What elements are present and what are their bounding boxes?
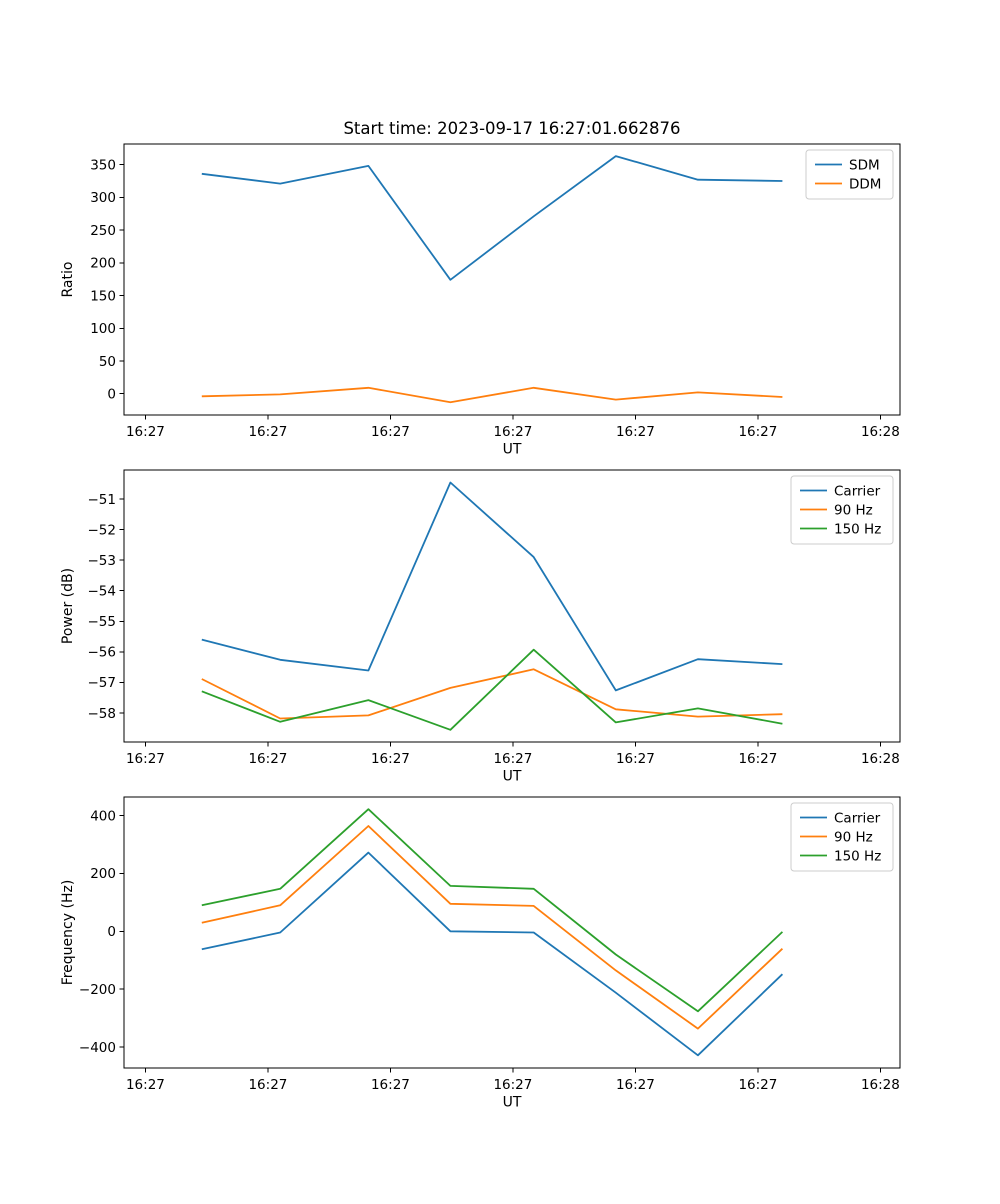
y-tick-label: −55 — [88, 614, 117, 630]
legend-label-90-hz: 90 Hz — [834, 829, 873, 845]
legend-label-150-hz: 150 Hz — [834, 848, 881, 864]
axes-box — [123, 469, 901, 743]
y-tick-label: 400 — [90, 808, 116, 824]
y-tick-label: 0 — [107, 924, 116, 940]
legend-box — [805, 149, 894, 200]
y-tick-label: −54 — [88, 584, 117, 600]
x-tick-label: 16:27 — [126, 751, 165, 767]
legend-label-90-hz: 90 Hz — [834, 502, 873, 518]
y-tick-label: −51 — [88, 492, 117, 508]
y-tick-label: −58 — [88, 706, 117, 722]
series-line-carrier — [201, 481, 783, 692]
x-tick-label: 16:27 — [248, 1077, 287, 1093]
x-tick-label: 16:27 — [493, 751, 532, 767]
legend-label-ddm: DDM — [849, 176, 881, 192]
y-tick-label: −200 — [79, 982, 116, 998]
y-tick-label: 100 — [90, 321, 116, 337]
y-tick-label: 50 — [99, 354, 116, 370]
x-axis-label: UT — [503, 1095, 522, 1111]
x-tick-label: 16:27 — [738, 424, 777, 440]
series-line-150-hz — [201, 648, 783, 731]
x-tick-label: 16:27 — [616, 424, 655, 440]
x-axis-label: UT — [503, 442, 522, 458]
x-tick-label: 16:28 — [861, 1077, 900, 1093]
series-line-150-hz — [201, 808, 784, 1013]
x-tick-label: 16:28 — [861, 424, 900, 440]
axes-box — [123, 796, 901, 1069]
series-line-90-hz — [201, 668, 783, 720]
legend: SDM DDM — [805, 149, 894, 200]
y-tick-label: −57 — [88, 675, 117, 691]
subplot-3: −400 −200 0 200 400 16:27 16:27 16:27 16:27 16:27… — [60, 796, 901, 1111]
y-tick-label: −56 — [88, 645, 117, 661]
y-tick-label: 200 — [90, 866, 116, 882]
y-tick-label: 200 — [90, 256, 116, 272]
legend-label-sdm: SDM — [849, 157, 880, 173]
y-axis-label: Ratio — [60, 262, 76, 298]
legend-label-carrier: Carrier — [834, 810, 881, 826]
y-tick-label: 150 — [90, 288, 116, 304]
series-line-90-hz — [201, 825, 784, 1030]
y-tick-label: 0 — [107, 387, 116, 403]
subplot-2: −51 −52 −53 −54 −55 −56 −57 −58 16:27 16:27 16:27 1… — [60, 469, 901, 785]
legend-box — [790, 475, 894, 545]
x-tick-label: 16:27 — [738, 751, 777, 767]
x-tick-label: 16:27 — [248, 751, 287, 767]
x-tick-label: 16:27 — [126, 424, 165, 440]
series-line-carrier — [201, 851, 784, 1057]
legend: Carrier 90 Hz 150 Hz — [790, 475, 894, 545]
x-tick-label: 16:27 — [126, 1077, 165, 1093]
axes-box — [123, 143, 901, 416]
x-tick-label: 16:27 — [493, 1077, 532, 1093]
y-tick-label: −52 — [88, 522, 117, 538]
legend-label-carrier: Carrier — [834, 483, 881, 499]
figure-title: Start time: 2023-09-17 16:27:01.662876 — [343, 119, 680, 138]
x-tick-label: 16:27 — [371, 424, 410, 440]
x-tick-label: 16:27 — [371, 1077, 410, 1093]
series-line-ddm — [201, 386, 783, 404]
x-tick-label: 16:27 — [248, 424, 287, 440]
x-tick-label: 16:27 — [371, 751, 410, 767]
y-axis-label: Frequency (Hz) — [60, 880, 76, 986]
series-line-sdm — [201, 155, 783, 281]
y-tick-label: 350 — [90, 157, 116, 173]
x-tick-label: 16:27 — [616, 751, 655, 767]
legend-box — [790, 802, 894, 872]
y-tick-label: 300 — [90, 190, 116, 206]
y-tick-label: 250 — [90, 223, 116, 239]
legend-label-150-hz: 150 Hz — [834, 521, 881, 537]
x-tick-label: 16:28 — [861, 751, 900, 767]
x-tick-label: 16:27 — [493, 424, 532, 440]
x-tick-label: 16:27 — [738, 1077, 777, 1093]
legend: Carrier 90 Hz 150 Hz — [790, 802, 894, 872]
y-axis-label: Power (dB) — [60, 568, 76, 644]
y-tick-label: −400 — [79, 1040, 116, 1056]
x-axis-label: UT — [503, 769, 522, 785]
x-tick-label: 16:27 — [616, 1077, 655, 1093]
y-tick-label: −53 — [88, 553, 117, 569]
subplot-1: 0 50 100 150 200 250 300 350 16:27 16:27 16:27 16:2… — [60, 119, 901, 458]
